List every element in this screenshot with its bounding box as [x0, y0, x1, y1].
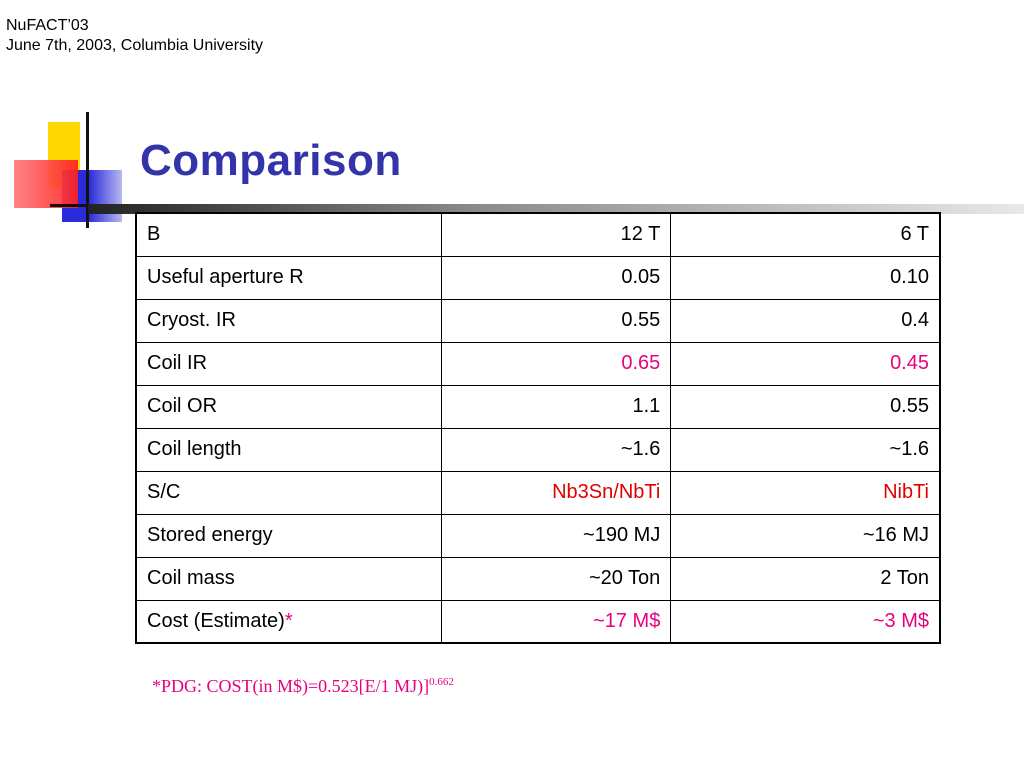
- row-label-asterisk: *: [284, 609, 293, 632]
- logo-vertical-line: [86, 112, 89, 228]
- row-label: Cost (Estimate)*: [135, 599, 442, 644]
- slide-header: NuFACT’03 June 7th, 2003, Columbia Unive…: [6, 16, 263, 56]
- row-label: Coil mass: [135, 556, 442, 601]
- table-row: Coil IR 0.65 0.45: [135, 341, 941, 386]
- value-12t: 0.05: [440, 255, 672, 300]
- value-6t: 6 T: [670, 212, 941, 257]
- value-12t: 12 T: [440, 212, 672, 257]
- conference-name: NuFACT’03: [6, 17, 89, 34]
- row-label-text: Coil IR: [147, 352, 208, 374]
- value-12t: ~20 Ton: [440, 556, 672, 601]
- table-row: Useful aperture R 0.05 0.10: [135, 255, 941, 300]
- row-label-text: Stored energy: [147, 524, 273, 546]
- table-row: Coil OR 1.1 0.55: [135, 384, 941, 429]
- value-6t: 0.55: [670, 384, 941, 429]
- value-12t: ~1.6: [440, 427, 672, 472]
- table-row: Coil length ~1.6 ~1.6: [135, 427, 941, 472]
- title-underline: [88, 204, 1024, 214]
- footnote-text: *PDG: COST(in M$)=0.523[E/1 MJ)]: [152, 676, 430, 696]
- value-6t: 2 Ton: [670, 556, 941, 601]
- row-label-text: B: [147, 223, 161, 246]
- value-12t: ~17 M$: [440, 599, 672, 644]
- cost-footnote: *PDG: COST(in M$)=0.523[E/1 MJ)]0.662: [152, 676, 454, 697]
- value-6t: NibTi: [670, 470, 941, 515]
- row-label-text: Cost (Estimate): [147, 609, 285, 632]
- value-12t: 0.65: [440, 341, 672, 386]
- row-label: Stored energy: [135, 513, 442, 558]
- row-label-text: Coil OR: [147, 395, 218, 417]
- row-label-text: S/C: [147, 481, 181, 503]
- row-label-text: Coil length: [147, 438, 242, 460]
- table-row: Coil mass ~20 Ton 2 Ton: [135, 556, 941, 601]
- row-label: Coil IR: [135, 341, 442, 386]
- row-label-text: Useful aperture R: [147, 266, 304, 288]
- row-label: Coil OR: [135, 384, 442, 429]
- value-6t: 0.4: [670, 298, 941, 343]
- row-label: B: [135, 212, 442, 257]
- table-row: Stored energy ~190 MJ ~16 MJ: [135, 513, 941, 558]
- row-label: S/C: [135, 470, 442, 515]
- value-6t: ~1.6: [670, 427, 941, 472]
- row-label-text: Coil mass: [147, 567, 235, 589]
- footnote-exponent: 0.662: [429, 676, 454, 688]
- value-12t: 1.1: [440, 384, 672, 429]
- logo-red-square: [14, 160, 78, 208]
- value-12t: 0.55: [440, 298, 672, 343]
- row-label-text: Cryost. IR: [147, 309, 236, 331]
- table-row: Cost (Estimate)* ~17 M$ ~3 M$: [135, 599, 941, 644]
- row-label: Useful aperture R: [135, 255, 442, 300]
- slide-title: Comparison: [140, 136, 402, 185]
- value-12t: Nb3Sn/NbTi: [440, 470, 672, 515]
- value-6t: 0.10: [670, 255, 941, 300]
- value-12t: ~190 MJ: [440, 513, 672, 558]
- value-6t: 0.45: [670, 341, 941, 386]
- value-6t: ~3 M$: [670, 599, 941, 644]
- table-row: Cryost. IR 0.55 0.4: [135, 298, 941, 343]
- row-label: Coil length: [135, 427, 442, 472]
- value-6t: ~16 MJ: [670, 513, 941, 558]
- table-row: S/C Nb3Sn/NbTi NibTi: [135, 470, 941, 515]
- conference-date-location: June 7th, 2003, Columbia University: [6, 37, 264, 54]
- row-label: Cryost. IR: [135, 298, 442, 343]
